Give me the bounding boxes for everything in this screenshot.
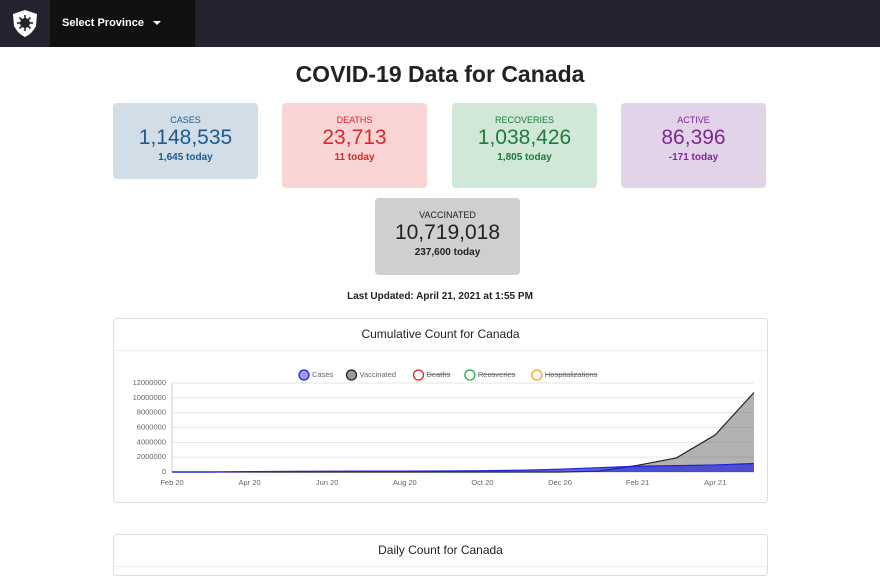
series-line — [172, 392, 755, 473]
legend-label: Deaths — [427, 370, 451, 379]
stat-label: VACCINATED — [419, 210, 476, 220]
legend-label: Vaccinated — [360, 370, 397, 379]
province-select[interactable]: Select Province — [50, 0, 195, 47]
stat-total: 10,719,018 — [394, 221, 501, 244]
stat-card: CASES 1,148,535 1,645 today — [113, 103, 258, 179]
legend-swatch — [412, 369, 425, 381]
y-tick-label: 2000000 — [137, 452, 166, 461]
y-tick-label: 0 — [162, 467, 166, 476]
legend-swatch — [345, 369, 358, 381]
stat-label: CASES — [170, 115, 201, 125]
stat-total: 23,713 — [322, 126, 387, 149]
stat-today: 237,600 today — [414, 247, 481, 258]
stat-label: DEATHS — [336, 115, 373, 125]
series-area — [172, 463, 754, 472]
legend-label: Recoveries — [478, 370, 516, 379]
stat-total: 1,038,426 — [477, 126, 572, 149]
series-line — [171, 462, 755, 473]
legend-swatch — [531, 369, 543, 381]
x-tick-label: Oct 20 — [471, 478, 493, 487]
y-tick-label: 6000000 — [137, 422, 166, 431]
legend-label: Hospitalizations — [545, 370, 598, 379]
chart-card: Daily Count for Canada — [113, 534, 768, 576]
legend-label: Cases — [312, 370, 334, 379]
stat-total: 86,396 — [661, 126, 726, 149]
stat-label: ACTIVE — [677, 115, 710, 125]
series-area — [172, 392, 754, 472]
chart: 0 2000000 4000000 6000000 8000000 10000000 120… — [133, 369, 755, 487]
stat-card: DEATHS 23,713 11 today — [282, 103, 427, 188]
chart-title: Cumulative Count for Canada — [114, 319, 767, 351]
stat-today: 11 today — [334, 152, 375, 163]
stat-today: -171 today — [668, 152, 719, 163]
x-tick-label: Feb 20 — [160, 478, 183, 487]
stat-today: 1,805 today — [497, 152, 552, 163]
y-tick-label: 4000000 — [137, 437, 166, 446]
legend-swatch — [464, 369, 476, 381]
navbar: Select Province — [0, 0, 880, 47]
chart-title: Daily Count for Canada — [114, 535, 767, 567]
x-tick-label: Apr 20 — [239, 478, 261, 487]
y-tick-label: 12000000 — [133, 378, 166, 387]
stat-card: RECOVERIES 1,038,426 1,805 today — [452, 103, 597, 188]
x-tick-label: Feb 21 — [626, 478, 649, 487]
stat-label: RECOVERIES — [494, 115, 554, 125]
x-tick-label: Aug 20 — [393, 478, 417, 487]
legend-swatch — [298, 369, 310, 381]
chart-card: Cumulative Count for Canada 0 2000000 4000… — [113, 318, 768, 503]
stat-total: 1,148,535 — [138, 126, 233, 149]
x-tick-label: Apr 21 — [704, 478, 726, 487]
stat-today: 1,645 today — [158, 152, 213, 163]
logo[interactable] — [10, 8, 40, 38]
x-tick-label: Jun 20 — [316, 478, 339, 487]
x-tick-label: Dec 20 — [548, 478, 572, 487]
page-title: COVID-19 Data for Canada — [295, 61, 585, 87]
stat-card: ACTIVE 86,396 -171 today — [621, 103, 766, 188]
y-tick-label: 8000000 — [137, 408, 166, 417]
y-tick-label: 10000000 — [133, 393, 166, 402]
province-select-label[interactable]: Select Province — [62, 17, 144, 29]
stat-card: VACCINATED 10,719,018 237,600 today — [375, 198, 520, 275]
last-updated: Last Updated: April 21, 2021 at 1:55 PM — [347, 291, 533, 302]
